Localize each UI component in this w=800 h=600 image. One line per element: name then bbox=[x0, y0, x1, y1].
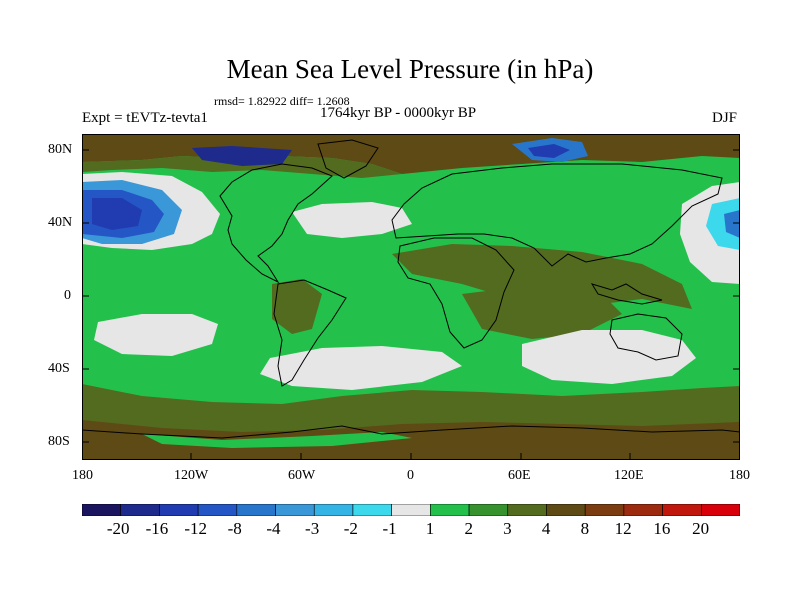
colorbar-box bbox=[700, 504, 740, 516]
colorbar-label: 12 bbox=[614, 519, 632, 538]
lon-label-120w: 120W bbox=[174, 468, 209, 483]
rmsd-diff-stats: rmsd= 1.82922 diff= 1.2608 bbox=[214, 94, 350, 108]
colorbar-box bbox=[275, 504, 315, 516]
eurasia-coast bbox=[391, 163, 723, 267]
colorbar-box bbox=[584, 504, 625, 516]
lat-label-80s: 80S bbox=[48, 434, 70, 449]
lat-label-80n: 80N bbox=[48, 142, 73, 157]
lon-label-120e: 120E bbox=[614, 468, 644, 483]
colorbar-box bbox=[391, 504, 431, 516]
experiment-label: Expt = tEVTz-tevta1 bbox=[82, 110, 208, 126]
lon-label-60w: 60W bbox=[288, 468, 316, 483]
colorbar-label: -2 bbox=[343, 519, 358, 538]
australia-coast bbox=[609, 313, 683, 361]
south-america-coast bbox=[273, 279, 347, 387]
lon-label-180e: 180 bbox=[729, 468, 750, 483]
colorbar-box bbox=[159, 504, 199, 516]
field-canada-low bbox=[192, 146, 292, 166]
field-east-low-core bbox=[724, 210, 740, 238]
colorbar-label: 3 bbox=[503, 519, 512, 538]
colorbar-label: 2 bbox=[464, 519, 473, 538]
colorbar-label: 4 bbox=[541, 519, 551, 538]
colorbar-label: 8 bbox=[580, 519, 590, 538]
season-label: DJF bbox=[712, 110, 738, 126]
colorbar-box bbox=[430, 504, 470, 516]
lat-label-40s: 40S bbox=[48, 361, 70, 376]
field-eurasia-olive bbox=[392, 244, 692, 309]
colorbar-label: -12 bbox=[184, 519, 207, 538]
field-siberia-low-core bbox=[528, 144, 570, 158]
colorbar-box bbox=[313, 504, 354, 516]
field-natlantic-grey bbox=[292, 202, 412, 238]
colorbar-label: -16 bbox=[145, 519, 169, 538]
antarctica-coast bbox=[82, 425, 740, 439]
field-npacific-low-core bbox=[92, 198, 142, 230]
lat-ticks bbox=[82, 149, 740, 460]
field-sindian-grey bbox=[522, 330, 696, 384]
lon-label-180w: 180 bbox=[72, 468, 93, 483]
time-period-label: 1764kyr BP - 0000kyr BP bbox=[320, 105, 477, 121]
colorbar-box bbox=[662, 504, 702, 516]
lon-label-0: 0 bbox=[407, 468, 414, 483]
colorbar-box bbox=[507, 504, 547, 516]
greenland-coast bbox=[317, 139, 379, 179]
indonesia-coast bbox=[590, 283, 663, 305]
colorbar-box bbox=[546, 504, 586, 516]
colorbar-label: -1 bbox=[382, 519, 397, 538]
colorbar-label: 1 bbox=[425, 519, 435, 538]
colorbar-box bbox=[623, 504, 663, 516]
africa-coast bbox=[397, 237, 515, 349]
colorbar-label: -3 bbox=[305, 519, 320, 538]
colorbar-label: -20 bbox=[106, 519, 130, 538]
lon-label-60e: 60E bbox=[508, 468, 531, 483]
field-satlantic-grey bbox=[260, 346, 462, 390]
lat-label-40n: 40N bbox=[48, 215, 73, 230]
colorbar-box bbox=[352, 504, 392, 516]
field-antarctic-brown bbox=[82, 420, 740, 460]
field-antarctic-green bbox=[142, 432, 412, 448]
map-title: Mean Sea Level Pressure (in hPa) bbox=[226, 54, 594, 84]
lat-label-0: 0 bbox=[64, 288, 71, 303]
coastlines bbox=[82, 139, 740, 439]
colorbar-box bbox=[82, 504, 122, 516]
colorbar-label: 20 bbox=[692, 519, 710, 538]
colorbar-box bbox=[468, 504, 509, 516]
colorbar-label: -8 bbox=[227, 519, 242, 538]
north-america-coast bbox=[219, 163, 333, 284]
colorbar-box bbox=[236, 504, 276, 516]
field-samerica-olive bbox=[272, 279, 322, 334]
colorbar-box bbox=[120, 504, 160, 516]
field-spacific-grey bbox=[94, 314, 218, 356]
pressure-anomaly-map bbox=[82, 134, 740, 460]
field-east-low-light bbox=[706, 198, 740, 250]
colorbar bbox=[82, 504, 740, 516]
colorbar-label: -4 bbox=[266, 519, 281, 538]
colorbar-label: 16 bbox=[653, 519, 671, 538]
colorbar-box bbox=[197, 504, 238, 516]
